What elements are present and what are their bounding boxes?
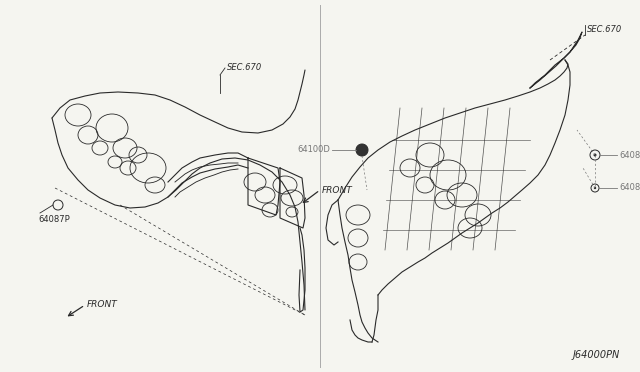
Text: 64087PB: 64087PB xyxy=(619,183,640,192)
Text: SEC.670: SEC.670 xyxy=(587,25,622,34)
Text: J64000PN: J64000PN xyxy=(573,350,620,360)
Text: FRONT: FRONT xyxy=(322,186,353,195)
Circle shape xyxy=(356,144,368,156)
Text: 64100D: 64100D xyxy=(297,145,330,154)
Text: 64087PA: 64087PA xyxy=(619,151,640,160)
Text: SEC.670: SEC.670 xyxy=(227,64,262,73)
Text: FRONT: FRONT xyxy=(87,300,118,309)
Circle shape xyxy=(593,154,596,157)
Circle shape xyxy=(594,187,596,189)
Text: 64087P: 64087P xyxy=(38,215,70,224)
